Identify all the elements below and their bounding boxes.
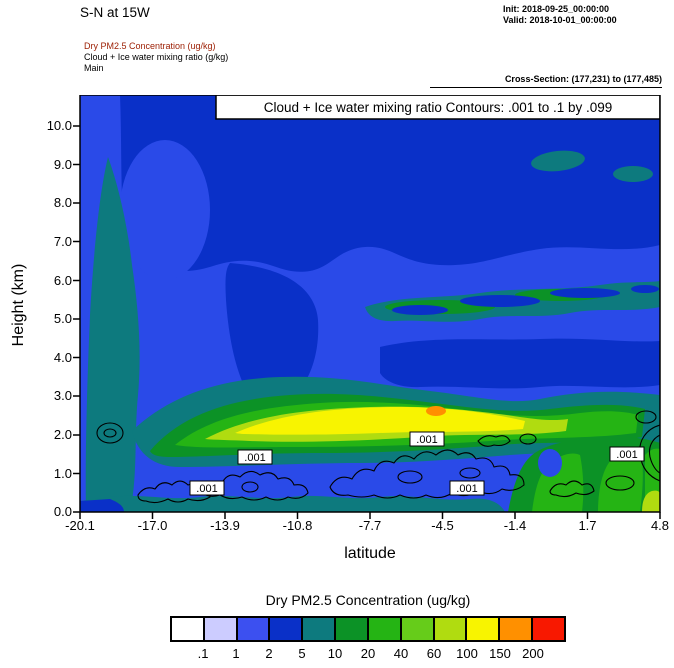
x-tick: -17.0 [137,518,168,533]
colorbar-cell [434,618,468,640]
x-tick: -1.4 [503,518,527,533]
colorbar-tick: 200 [522,646,544,661]
init-time: Init: 2018-09-25_00:00:00 [503,4,610,14]
y-tick: 2.0 [53,427,72,442]
x-tick: -10.8 [282,518,313,533]
axis-ticks [73,125,661,519]
cross-section-label: Cross-Section: (177,231) to (177,485) [430,74,662,88]
banner-text: Cloud + Ice water mixing ratio Contours:… [264,100,613,115]
colorbar-tick: 10 [327,646,343,661]
valid-time: Valid: 2018-10-01_00:00:00 [503,15,617,25]
colorbar-tick: 20 [360,646,376,661]
y-tick: 5.0 [53,311,72,326]
run-times: Init: 2018-09-25_00:00:00 Valid: 2018-10… [503,4,617,26]
colorbar-tick: 60 [426,646,442,661]
contour-labels: .001 .001 .001 .001 .001 [189,431,645,496]
colorbar-cell [336,618,369,640]
colorbar-tick: 40 [393,646,409,661]
contour-label: .001 [196,483,217,495]
contour-label: .001 [244,452,265,464]
plot-banner: Cloud + Ice water mixing ratio Contours:… [215,95,660,120]
colorbar-tick: 1 [232,646,240,661]
colorbar-tick: 100 [456,646,478,661]
colorbar-cell [270,618,304,640]
x-tick: 1.7 [578,518,597,533]
y-tick: 0.0 [53,504,72,519]
x-tick: -4.5 [431,518,454,533]
colorbar-tick: 2 [265,646,273,661]
cross-section-plot: .001 .001 .001 .001 .001 Cloud + Ice wat… [73,95,661,519]
colorbar-title: Dry PM2.5 Concentration (ug/kg) [265,592,471,608]
field-legend: Dry PM2.5 Concentration (ug/kg) Cloud + … [84,41,228,74]
contour-label: .001 [456,483,477,495]
colorbar [170,616,566,642]
contour-label: .001 [416,434,437,446]
x-tick: -20.1 [65,518,95,533]
colorbar-cell [401,618,435,640]
colorbar-tick: 150 [489,646,511,661]
x-axis-title: latitude [344,545,396,562]
colorbar-cell [533,618,564,640]
y-tick: 4.0 [53,349,72,365]
page-title: S-N at 15W [80,5,150,20]
colorbar-cell [172,618,205,640]
colorbar-tick: .1 [197,646,209,661]
y-axis-title: Height (km) [10,263,27,347]
contour-field: .001 .001 .001 .001 .001 Cloud + Ice wat… [80,95,660,512]
x-tick: -7.7 [358,518,382,533]
colorbar-cell [237,618,271,640]
field2-label: Cloud + Ice water mixing ratio (g/kg) [84,52,229,62]
y-tick: 6.0 [53,272,72,288]
colorbar-cell [467,618,501,640]
field1-label: Dry PM2.5 Concentration (ug/kg) [84,41,216,51]
y-tick: 8.0 [53,195,72,210]
x-tick: 4.8 [650,518,670,533]
contour-label: .001 [616,449,637,461]
y-tick: 3.0 [53,388,72,403]
y-tick: 1.0 [53,465,72,481]
run-label: Main [84,63,104,73]
colorbar-cell [204,618,238,640]
colorbar-cell [500,618,534,640]
x-tick: -13.9 [210,518,240,533]
y-tick: 9.0 [53,156,72,172]
colorbar-cell [303,618,337,640]
y-tick: 7.0 [53,233,72,249]
colorbar-tick: 5 [298,646,306,661]
colorbar-cell [368,618,402,640]
y-tick: 10.0 [46,118,72,133]
